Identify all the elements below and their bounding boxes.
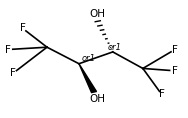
Text: F: F [10,68,16,78]
Text: F: F [5,45,11,55]
Text: OH: OH [90,9,106,19]
Text: F: F [172,45,178,55]
Text: F: F [159,89,165,99]
Polygon shape [79,64,96,93]
Text: F: F [20,23,26,33]
Text: F: F [172,66,178,76]
Text: or1: or1 [108,43,122,52]
Text: OH: OH [90,94,106,104]
Text: or1: or1 [82,54,96,63]
